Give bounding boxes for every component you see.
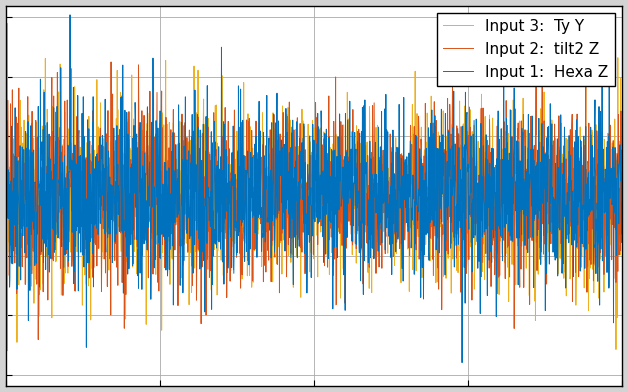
Input 1:  Hexa Z: (1.94e+03, 0.0975): Hexa Z: (1.94e+03, 0.0975) — [601, 182, 609, 187]
Input 3:  Ty Y: (921, -0.0569): Ty Y: (921, -0.0569) — [286, 200, 293, 205]
Input 3:  Ty Y: (5, 1.45): Ty Y: (5, 1.45) — [3, 21, 11, 26]
Input 1:  Hexa Z: (1.48e+03, -1.4): Hexa Z: (1.48e+03, -1.4) — [458, 360, 466, 365]
Input 3:  Ty Y: (104, 0.29): Ty Y: (104, 0.29) — [34, 159, 41, 164]
Input 3:  Ty Y: (974, -0.271): Ty Y: (974, -0.271) — [302, 226, 310, 230]
Input 2:  tilt2 Z: (106, -1.21): tilt2 Z: (106, -1.21) — [35, 337, 42, 342]
Input 3:  Ty Y: (1.58e+03, -0.113): Ty Y: (1.58e+03, -0.113) — [488, 207, 495, 212]
Input 1:  Hexa Z: (0, 0.199): Hexa Z: (0, 0.199) — [2, 170, 9, 175]
Input 3:  Ty Y: (1.94e+03, -0.215): Ty Y: (1.94e+03, -0.215) — [601, 219, 609, 224]
Input 2:  tilt2 Z: (2e+03, 0.195): tilt2 Z: (2e+03, 0.195) — [619, 171, 626, 175]
Input 3:  Ty Y: (6, -1.3): Ty Y: (6, -1.3) — [4, 348, 11, 353]
Input 2:  tilt2 Z: (1.94e+03, -0.505): tilt2 Z: (1.94e+03, -0.505) — [601, 254, 609, 258]
Input 2:  tilt2 Z: (1.58e+03, -0.0562): tilt2 Z: (1.58e+03, -0.0562) — [488, 200, 495, 205]
Input 1:  Hexa Z: (102, -0.137): Hexa Z: (102, -0.137) — [33, 210, 41, 215]
Input 3:  Ty Y: (0, -0.3): Ty Y: (0, -0.3) — [2, 229, 9, 234]
Input 3:  Ty Y: (1.94e+03, 0.278): Ty Y: (1.94e+03, 0.278) — [601, 161, 609, 165]
Input 2:  tilt2 Z: (102, 0.151): tilt2 Z: (102, 0.151) — [33, 176, 41, 180]
Line: Input 2:  tilt2 Z: Input 2: tilt2 Z — [6, 62, 622, 339]
Input 1:  Hexa Z: (1.58e+03, -0.559): Hexa Z: (1.58e+03, -0.559) — [488, 260, 495, 265]
Input 1:  Hexa Z: (920, 0.364): Hexa Z: (920, 0.364) — [286, 150, 293, 155]
Input 1:  Hexa Z: (973, -0.219): Hexa Z: (973, -0.219) — [302, 220, 310, 225]
Input 2:  tilt2 Z: (974, -0.226): tilt2 Z: (974, -0.226) — [302, 221, 310, 225]
Input 2:  tilt2 Z: (0, 0.103): tilt2 Z: (0, 0.103) — [2, 181, 9, 186]
Line: Input 1:  Hexa Z: Input 1: Hexa Z — [6, 15, 622, 363]
Input 1:  Hexa Z: (1.94e+03, -0.124): Hexa Z: (1.94e+03, -0.124) — [601, 209, 609, 213]
Line: Input 3:  Ty Y: Input 3: Ty Y — [6, 24, 622, 351]
Input 1:  Hexa Z: (2e+03, -0.27): Hexa Z: (2e+03, -0.27) — [619, 226, 626, 230]
Legend: Input 3:  Ty Y, Input 2:  tilt2 Z, Input 1:  Hexa Z: Input 3: Ty Y, Input 2: tilt2 Z, Input 1… — [436, 13, 615, 86]
Input 2:  tilt2 Z: (1.94e+03, 0.149): tilt2 Z: (1.94e+03, 0.149) — [601, 176, 609, 181]
Input 3:  Ty Y: (2e+03, -0.349): Ty Y: (2e+03, -0.349) — [619, 235, 626, 240]
Input 2:  tilt2 Z: (921, 0.27): tilt2 Z: (921, 0.27) — [286, 162, 293, 166]
Input 1:  Hexa Z: (209, 1.52): Hexa Z: (209, 1.52) — [66, 13, 73, 17]
Input 2:  tilt2 Z: (342, 1.13): tilt2 Z: (342, 1.13) — [107, 60, 115, 64]
